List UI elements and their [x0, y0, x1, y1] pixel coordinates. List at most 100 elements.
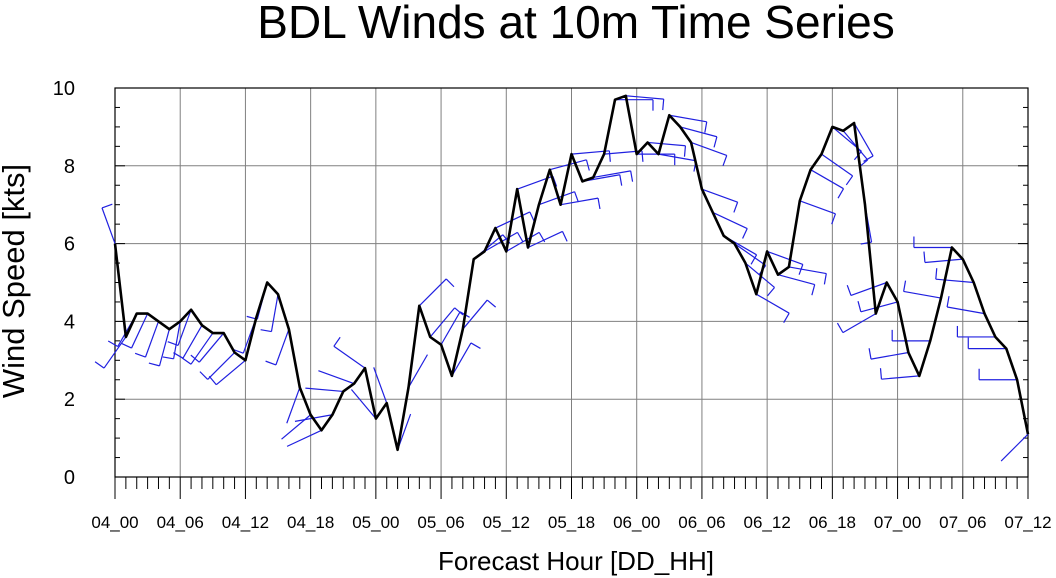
wind-barb-staff	[198, 332, 225, 363]
wind-barb	[134, 321, 160, 358]
wind-barb	[148, 329, 170, 367]
wind-barb	[935, 268, 974, 284]
wind-barb	[879, 368, 920, 380]
wind-barb-staff	[373, 367, 388, 404]
wind-barb-staff	[286, 387, 301, 424]
x-tick-label: 07_06	[939, 513, 986, 532]
wind-barb-staff	[853, 122, 874, 157]
x-tick-label: 05_18	[548, 513, 595, 532]
wind-barb-staff	[451, 342, 472, 377]
wind-barb-staff	[527, 230, 563, 249]
wind-barb	[680, 126, 718, 148]
wind-barb-staff	[270, 294, 279, 332]
wind-barb	[956, 325, 996, 338]
wind-barb-flag	[766, 287, 775, 297]
wind-barb-flag	[946, 296, 950, 308]
wind-barb-staff	[173, 321, 181, 359]
y-tick-label: 10	[53, 78, 75, 100]
wind-barb	[173, 324, 203, 359]
wind-barb	[516, 175, 558, 190]
wind-barb-flag	[162, 356, 174, 360]
wind-barb	[571, 150, 611, 162]
x-tick-label: 05_00	[352, 513, 399, 532]
wind-barb	[318, 370, 355, 385]
wind-barb-flag	[750, 254, 758, 265]
axes: 0 2 4 6 8 10 04_00 04_06 04_12 04_18 05_00 05_06 05_…	[53, 78, 1052, 532]
wind-barb	[418, 278, 455, 307]
wind-barb	[946, 296, 985, 315]
wind-barb-flag	[857, 301, 862, 312]
wind-barb	[799, 200, 837, 225]
wind-barb-flag	[837, 188, 845, 199]
wind-barb-staff	[177, 309, 192, 346]
wind-barb-flag	[260, 329, 272, 333]
wind-barb	[1000, 433, 1029, 462]
wind-barb-staff	[1000, 433, 1029, 462]
wind-barb-flag	[742, 228, 748, 239]
x-tick-label: 04_12	[222, 513, 269, 532]
x-tick-label: 04_18	[287, 513, 334, 532]
x-tick-label: 06_12	[744, 513, 791, 532]
wind-speed-line	[113, 94, 1030, 452]
wind-barb-staff	[647, 141, 686, 147]
wind-barb-flag	[454, 307, 464, 316]
wind-barb	[260, 294, 279, 333]
wind-barb-flag	[445, 278, 455, 288]
x-tick-label: 06_18	[809, 513, 856, 532]
wind-barb-staff	[903, 290, 942, 299]
wind-barb-staff	[777, 274, 815, 286]
wind-barb-flag	[879, 368, 883, 380]
wind-barb	[373, 367, 388, 404]
wind-barb	[94, 336, 127, 369]
wind-barb	[162, 321, 181, 360]
wind-barb	[121, 313, 149, 349]
wind-barb-staff	[560, 197, 599, 206]
wind-barb-flag	[903, 280, 907, 292]
wind-barb-staff	[103, 336, 127, 369]
wind-barb-staff	[144, 321, 160, 358]
wind-barb-staff	[131, 313, 149, 349]
wind-barb	[305, 387, 344, 393]
wind-barb	[669, 114, 708, 133]
wind-speed-series	[113, 94, 1030, 452]
wind-barb-staff	[407, 354, 428, 388]
wind-barb-flag	[868, 348, 872, 360]
wind-barb-staff	[281, 414, 312, 440]
wind-barb-staff	[625, 95, 664, 100]
wind-barb-staff	[788, 266, 827, 275]
wind-barb-flag	[704, 121, 708, 133]
wind-barb	[846, 281, 887, 297]
wind-barb	[407, 354, 428, 388]
wind-barb-flag	[823, 273, 827, 285]
wind-barb	[810, 169, 845, 199]
wind-barb-flag	[574, 191, 579, 203]
x-tick-label: 07_12	[1004, 513, 1051, 532]
wind-barb	[891, 329, 931, 342]
wind-barb-flag	[167, 341, 179, 347]
x-axis-label: Forecast Hour [DD_HH]	[438, 546, 714, 576]
x-tick-label: 05_12	[483, 513, 530, 532]
wind-barb	[978, 368, 1018, 381]
wind-barb-flag	[265, 360, 277, 366]
wind-barb	[286, 387, 301, 424]
wind-barb-flag	[845, 175, 854, 186]
chart-title: BDL Winds at 10m Time Series	[257, 0, 894, 48]
wind-barb-flag	[662, 99, 665, 111]
wind-barb-flag	[181, 357, 192, 365]
wind-barb-staff	[305, 387, 344, 393]
wind-barb-flag	[190, 354, 200, 363]
wind-barb-flag	[121, 342, 132, 349]
wind-barb	[821, 153, 854, 186]
wind-barb-flag	[836, 322, 844, 333]
wind-barb	[462, 299, 497, 330]
wind-barb	[712, 211, 748, 239]
wind-barb-staff	[712, 211, 748, 230]
wind-barb-staff	[734, 243, 767, 266]
x-tick-label: 04_06	[157, 513, 204, 532]
wind-barb-staff	[286, 429, 322, 447]
wind-barb	[199, 352, 235, 380]
wind-barb-staff	[924, 258, 963, 264]
wind-barb-flag	[783, 312, 790, 323]
wind-barb	[527, 230, 568, 249]
